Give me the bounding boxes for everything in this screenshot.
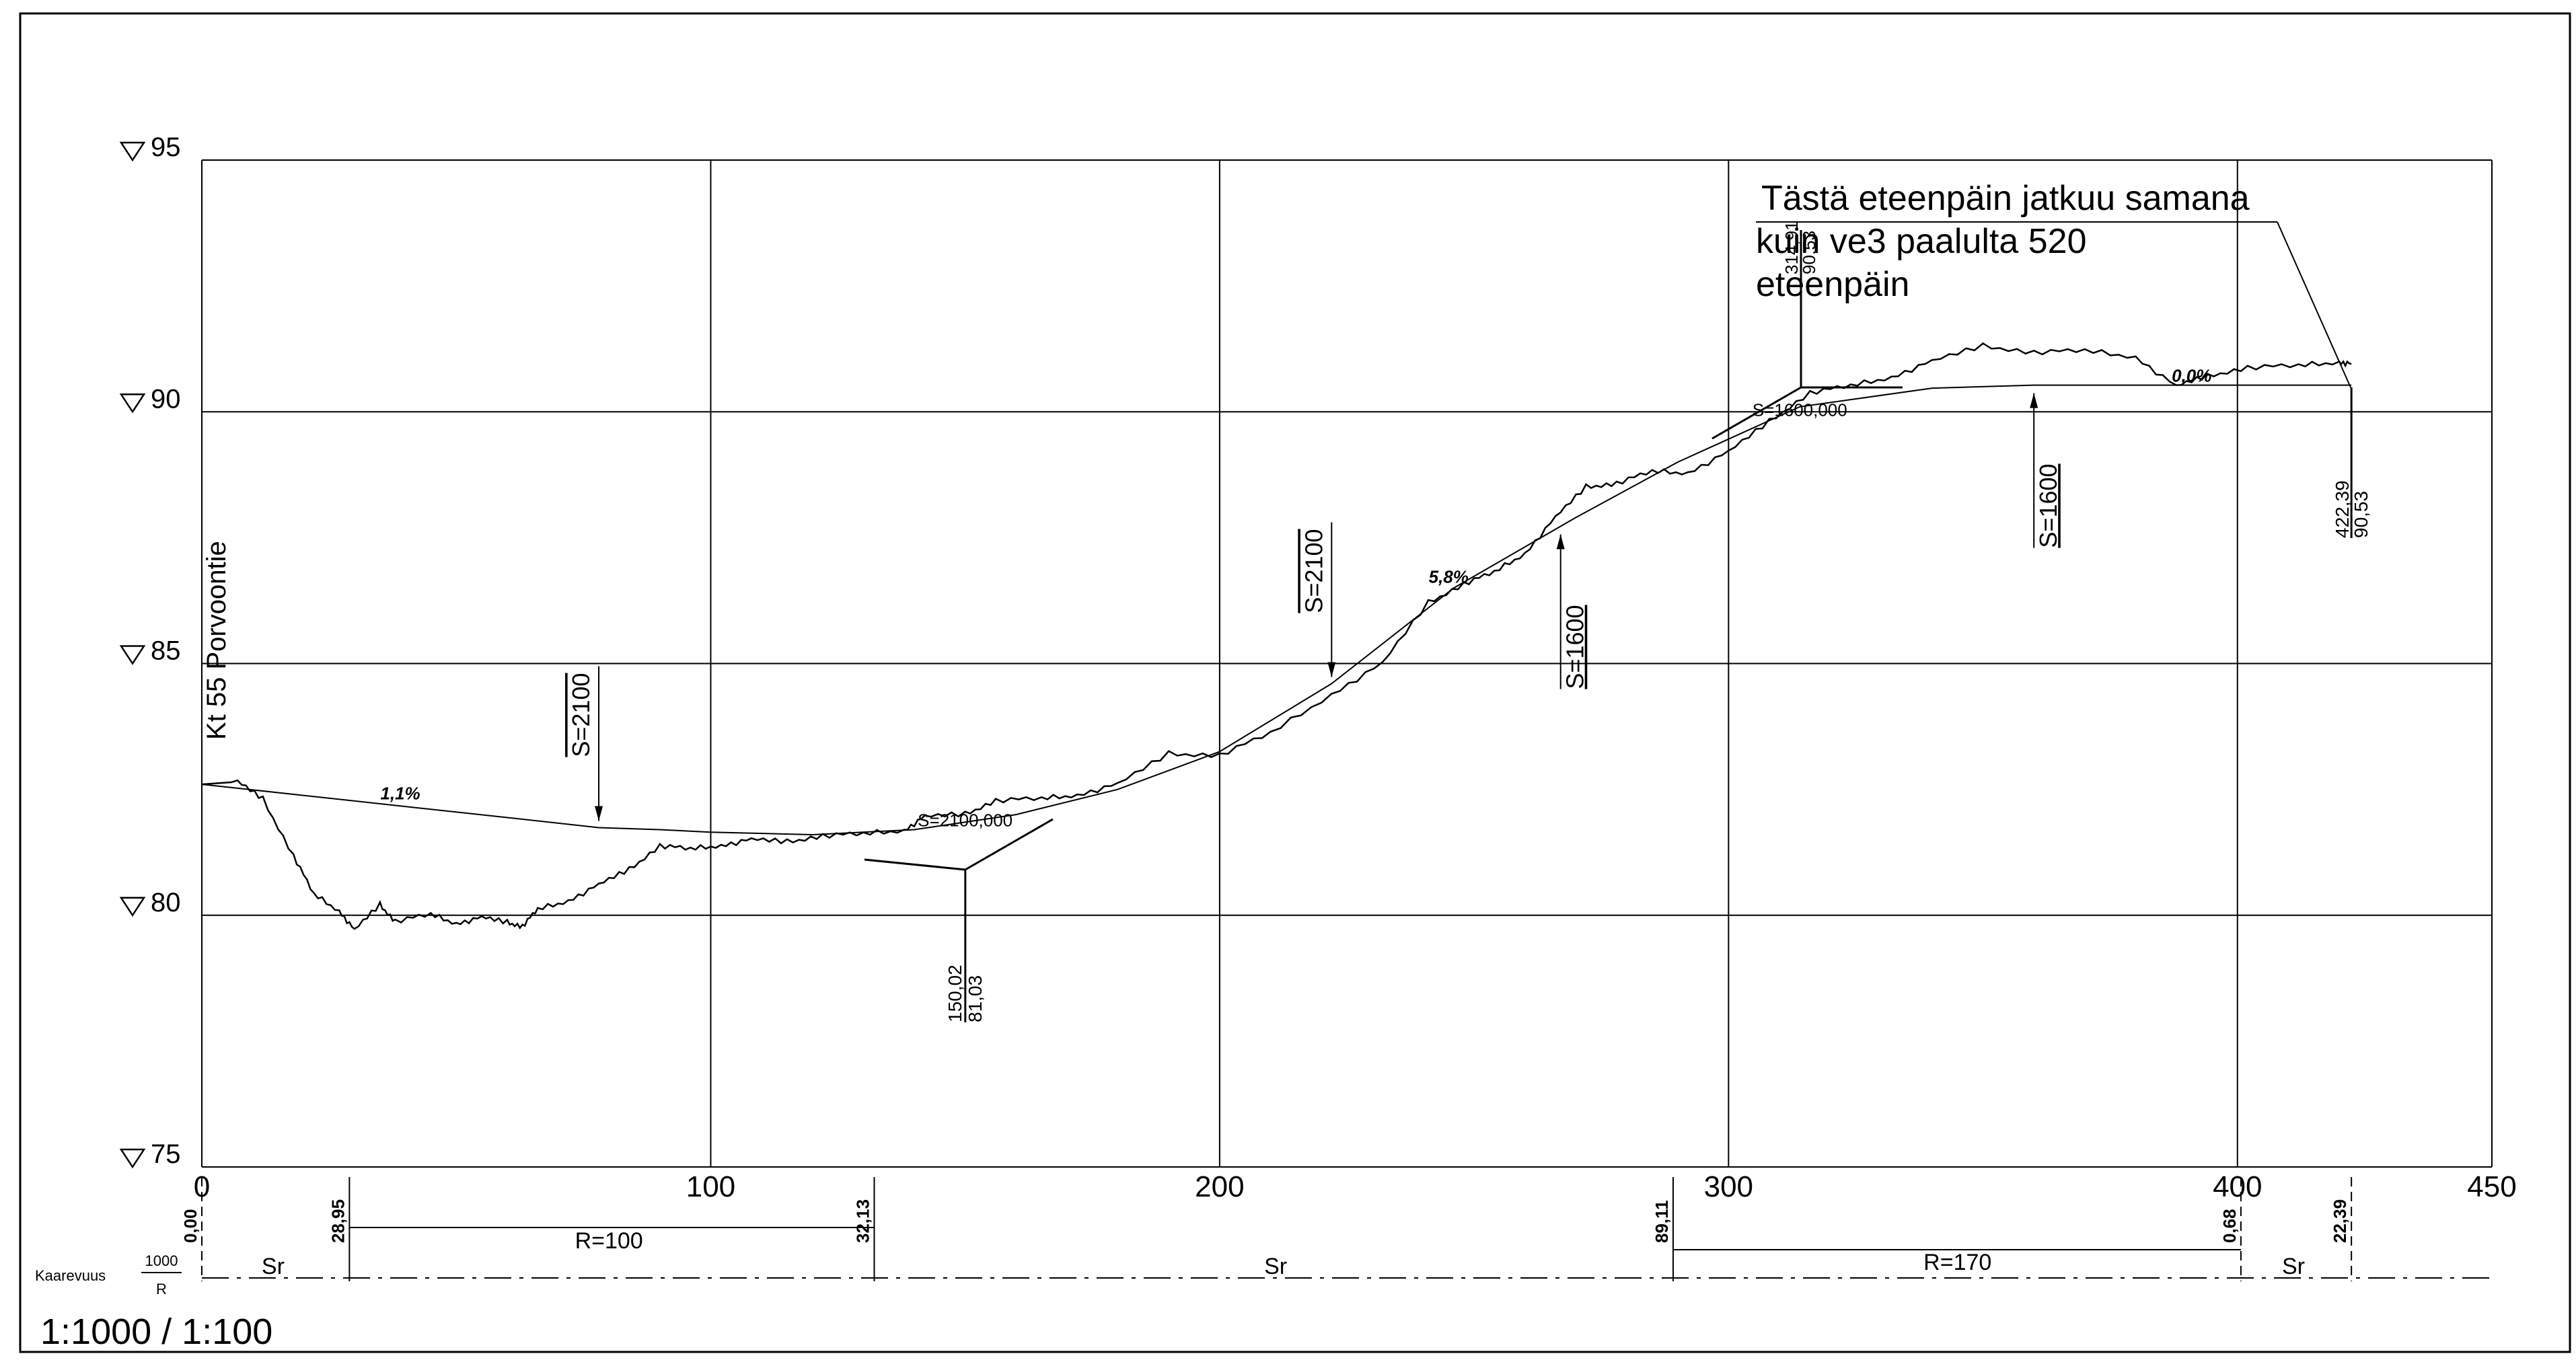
scale-label: 1:1000 / 1:100 — [40, 1312, 272, 1352]
band-segment-label: R=100 — [575, 1228, 643, 1254]
band-label: Kaarevuus — [35, 1267, 106, 1284]
elevation-triangle-icon — [119, 897, 146, 917]
band-segment-label: Sr — [262, 1254, 285, 1279]
arrow-down-icon — [1327, 662, 1336, 677]
grade-label: 0,0% — [2172, 365, 2211, 385]
note-line-1: Tästä eteenpäin jatkuu samana — [1761, 179, 2250, 218]
band-segment-label: R=170 — [1923, 1250, 1991, 1275]
drawing-frame — [19, 12, 2571, 1353]
y-tick-label: 90 — [151, 384, 181, 414]
marker-elevation: 90,53 — [2351, 491, 2371, 538]
marker-elevation: 81,03 — [965, 975, 986, 1022]
band-break-label: 0,68 — [2219, 1209, 2240, 1243]
curve-point-labels: S=2100,000 S=1600,000 — [918, 400, 1847, 830]
band-break-label: 32,13 — [852, 1199, 873, 1243]
vertical-curve: S=2100 — [567, 666, 603, 821]
elevation-triangle-icon — [119, 1148, 146, 1169]
note-line-2: kuin ve3 paalulta 520 — [1756, 222, 2087, 261]
band-break-label: 89,11 — [1652, 1200, 1672, 1243]
grade-label: 5,8% — [1429, 567, 1469, 587]
y-tick-label: 75 — [151, 1139, 181, 1169]
y-tick-label: 95 — [151, 133, 181, 162]
vertical-curve: S=1600 — [1556, 534, 1589, 689]
band-break-label: 22,39 — [2330, 1199, 2350, 1243]
vertical-curve: S=1600 — [2030, 393, 2062, 548]
note-line-3: eteenpäin — [1756, 265, 1909, 304]
elevation-axis: 95 90 85 80 75 — [119, 133, 181, 1169]
grade-label: 1,1% — [380, 784, 420, 804]
vertical-curve-labels: S=2100 S=2100 S=1600 S=1600 — [567, 393, 2062, 821]
band-segment-label: Sr — [2282, 1254, 2305, 1279]
curve-point-label: S=1600,000 — [1753, 400, 1847, 420]
profile-grid — [201, 159, 2493, 1168]
note-leader-diagonal — [2277, 221, 2351, 388]
y-tick-label: 85 — [151, 636, 181, 666]
arrow-down-icon — [595, 806, 603, 821]
design-line-path — [201, 384, 2352, 836]
arrow-up-icon — [2030, 393, 2038, 408]
arrow-up-icon — [1556, 534, 1565, 550]
x-tick-label: 300 — [1704, 1170, 1753, 1203]
marker-tick-left — [864, 858, 965, 871]
x-tick-label: 100 — [686, 1170, 735, 1203]
grade-labels: 1,1% 5,8% 0,0% — [380, 365, 2211, 803]
vertical-curve-label: S=1600 — [2034, 463, 2062, 547]
elevation-triangle-icon — [119, 141, 146, 162]
vertical-curve-label: S=1600 — [1561, 605, 1589, 689]
vertical-curve: S=2100 — [1300, 522, 1336, 677]
x-tick-label: 200 — [1195, 1170, 1244, 1203]
marker-elevation: 90,53 — [1799, 231, 1819, 274]
vertical-curve-label: S=2100 — [567, 673, 595, 757]
station-axis: 0 100 200 300 400 450 — [194, 1170, 2517, 1203]
curve-point-label: S=2100,000 — [918, 810, 1013, 830]
design-grade-line — [201, 384, 2352, 836]
band-fraction-bottom: R — [156, 1281, 167, 1297]
x-tick-label: 450 — [2467, 1170, 2516, 1203]
marker-station: 422,39 — [2332, 480, 2353, 538]
band-break-label: 0,00 — [180, 1209, 200, 1243]
x-tick-label: 400 — [2213, 1170, 2262, 1203]
band-fraction-top: 1000 — [145, 1252, 178, 1269]
marker-station: 150,02 — [945, 965, 965, 1022]
band-segment-label: Sr — [1264, 1254, 1287, 1279]
marker-tick-right — [965, 818, 1054, 871]
elevation-triangle-icon — [119, 393, 146, 414]
y-tick-label: 80 — [151, 888, 181, 917]
ground-surface-line — [201, 342, 2352, 930]
continuation-note: Tästä eteenpäin jatkuu samana kuin ve3 p… — [1756, 179, 2351, 388]
curvature-band: Kaarevuus 1000 R 0,00 28,95 32,13 89,11 0,68 22,… — [35, 1177, 2492, 1297]
elevation-triangle-icon — [119, 645, 146, 665]
road-name-label: Kt 55 Porvoontie — [202, 541, 231, 740]
vertical-curve-label: S=2100 — [1300, 529, 1327, 613]
marker-station: 314,91 — [1781, 221, 1802, 274]
ground-line-path — [201, 342, 2352, 930]
elevation-marker: 150,02 81,03 — [864, 818, 1054, 1022]
band-break-label: 28,95 — [328, 1199, 348, 1243]
marker-tick-left — [1712, 386, 1802, 440]
